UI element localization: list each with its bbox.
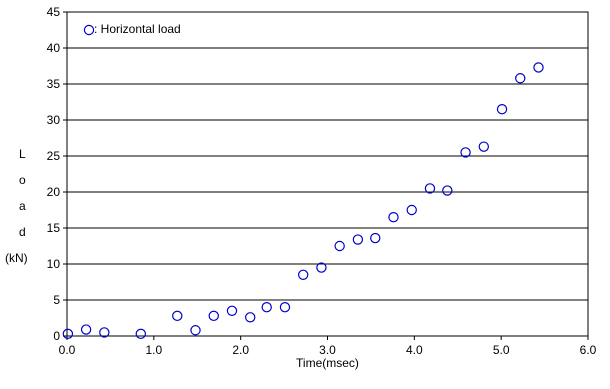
data-point bbox=[190, 325, 201, 336]
y-axis-title: L o a d (kN) bbox=[5, 147, 28, 265]
data-point bbox=[388, 211, 399, 223]
data-point bbox=[496, 103, 508, 115]
x-tick-label: 1.0 bbox=[145, 343, 162, 357]
x-tick-label: 0.0 bbox=[59, 343, 76, 357]
legend-marker bbox=[83, 24, 95, 36]
y-tick-label: 5 bbox=[53, 293, 60, 307]
y-axis-title-letter: o bbox=[19, 173, 26, 187]
x-tick-label: 6.0 bbox=[580, 343, 597, 357]
y-axis: 0 5 10 15 20 25 30 35 40 45 bbox=[47, 5, 67, 343]
data-point bbox=[460, 147, 471, 158]
data-point bbox=[172, 310, 183, 322]
y-axis-title-letter: a bbox=[19, 199, 26, 213]
data-point bbox=[370, 232, 381, 244]
data-point bbox=[208, 310, 219, 322]
data-point bbox=[62, 328, 74, 340]
data-point bbox=[515, 73, 526, 84]
y-tick-label: 10 bbox=[47, 257, 61, 271]
data-point bbox=[245, 312, 256, 323]
data-point bbox=[316, 262, 327, 273]
y-tick-label: 45 bbox=[47, 5, 61, 19]
x-tick-label: 3.0 bbox=[319, 343, 336, 357]
data-point bbox=[424, 183, 436, 194]
x-axis: 0.0 1.0 2.0 3.0 4.0 5.0 6.0 bbox=[59, 336, 597, 357]
y-tick-label: 40 bbox=[47, 41, 61, 55]
legend-label: : Horizontal load bbox=[94, 22, 181, 36]
y-tick-label: 30 bbox=[47, 113, 61, 127]
data-point bbox=[533, 62, 544, 73]
data-point bbox=[406, 204, 417, 216]
data-point bbox=[80, 324, 92, 335]
y-tick-label: 15 bbox=[47, 221, 61, 235]
plot-frame bbox=[66, 11, 589, 337]
y-axis-title-letter: L bbox=[19, 147, 26, 161]
grid-lines bbox=[67, 47, 588, 301]
x-tick-label: 4.0 bbox=[406, 343, 423, 357]
data-point bbox=[135, 328, 147, 340]
y-tick-label: 35 bbox=[47, 77, 61, 91]
data-point bbox=[279, 302, 291, 313]
data-point bbox=[226, 305, 238, 316]
data-point bbox=[297, 269, 309, 280]
x-axis-title: Time(msec) bbox=[296, 356, 359, 370]
data-point bbox=[334, 240, 345, 252]
y-axis-title-letter: d bbox=[19, 225, 26, 239]
y-tick-label: 25 bbox=[47, 149, 61, 163]
data-point bbox=[99, 327, 110, 338]
y-tick-label: 0 bbox=[53, 329, 60, 343]
x-tick-label: 2.0 bbox=[232, 343, 249, 357]
legend: : Horizontal load bbox=[83, 22, 181, 36]
data-point bbox=[478, 141, 489, 152]
y-axis-title-unit: (kN) bbox=[5, 251, 28, 265]
data-point bbox=[442, 185, 453, 196]
y-tick-label: 20 bbox=[47, 185, 61, 199]
x-tick-label: 5.0 bbox=[493, 343, 510, 357]
data-points bbox=[62, 62, 544, 340]
data-point bbox=[352, 234, 364, 245]
data-point bbox=[261, 302, 272, 313]
